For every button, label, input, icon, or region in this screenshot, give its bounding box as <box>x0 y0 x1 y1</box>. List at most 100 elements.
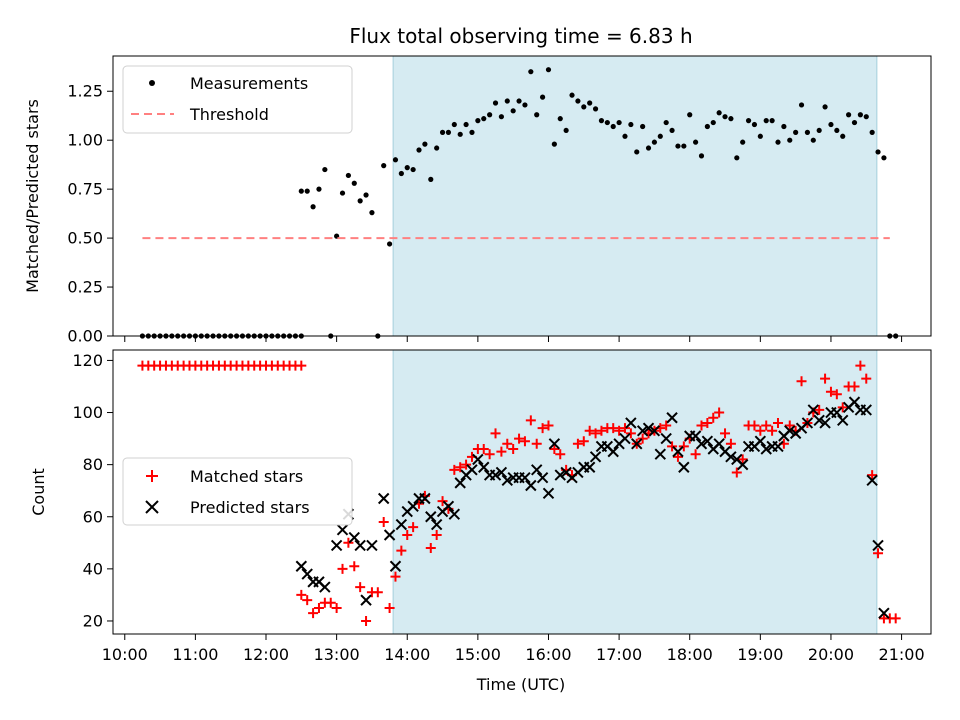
matched-star-point <box>296 360 307 371</box>
y-tick-label: 40 <box>83 559 103 578</box>
top-y-ticks: 0.00 0.25 0.50 0.75 1.00 1.25 <box>67 82 113 346</box>
measurement-point <box>710 119 716 126</box>
measurement-point <box>728 116 734 122</box>
matched-star-point <box>349 561 360 572</box>
measurement-point <box>439 129 446 135</box>
matched-star-point <box>714 407 725 418</box>
measurement-point <box>551 141 557 147</box>
matched-star-point <box>637 433 648 444</box>
x-tick-label: 10:00 <box>102 645 148 664</box>
matched-star-point <box>384 602 395 613</box>
matched-star-point <box>784 420 795 431</box>
predicted-star-point <box>807 404 820 416</box>
predicted-star-point <box>454 477 466 489</box>
predicted-star-point <box>866 474 878 486</box>
measurement-point <box>722 114 728 120</box>
measurement-point <box>492 100 499 106</box>
matched-star-point <box>572 438 583 449</box>
predicted-star-point <box>860 404 872 416</box>
matched-star-point <box>678 441 689 452</box>
y-tick-label: 120 <box>72 351 103 370</box>
measurement-point <box>851 119 858 126</box>
measurement-point <box>798 102 805 108</box>
predicted-star-point <box>383 529 396 541</box>
predicted-star-point <box>801 417 814 429</box>
matched-star-point <box>355 582 366 593</box>
predicted-star-point <box>725 451 737 463</box>
measurement-point <box>369 210 375 216</box>
measurement-point <box>569 92 575 98</box>
y-tick-label: 80 <box>83 455 103 474</box>
bottom-series <box>137 360 901 626</box>
matched-star-point <box>337 563 348 574</box>
predicted-star-point <box>695 438 708 450</box>
measurement-point <box>840 133 846 139</box>
y-tick-label: 20 <box>83 611 103 630</box>
predicted-star-point <box>754 435 767 447</box>
matched-star-point <box>861 373 872 384</box>
measurement-point <box>557 116 563 122</box>
matched-star-point <box>490 428 501 439</box>
matched-star-point <box>596 425 607 436</box>
predicted-star-point <box>348 531 360 544</box>
measurement-point <box>422 141 428 147</box>
matched-star-point <box>608 423 619 434</box>
matched-star-point <box>408 522 419 533</box>
matched-star-point <box>731 467 742 478</box>
y-tick-label: 0.00 <box>67 327 103 346</box>
measurement-point <box>769 118 775 124</box>
legend-measurements: Measurements <box>190 74 308 93</box>
predicted-star-point <box>419 492 431 505</box>
top-axes: 0.00 0.25 0.50 0.75 1.00 1.25 Matched/Predict… <box>23 55 932 346</box>
measurement-point <box>434 145 440 151</box>
predicted-star-point <box>813 414 825 427</box>
measurement-point <box>457 131 463 137</box>
x-tick-label: 21:00 <box>879 645 925 664</box>
predicted-star-point <box>642 422 655 434</box>
measurement-point <box>763 118 769 124</box>
predicted-star-point <box>330 539 343 552</box>
predicted-star-point <box>713 438 725 450</box>
matched-star-point <box>831 389 842 400</box>
matched-star-point <box>302 595 313 606</box>
measurement-point <box>392 157 399 163</box>
y-tick-label: 0.75 <box>67 180 103 199</box>
predicted-star-point <box>589 451 602 463</box>
matched-star-point <box>614 425 625 436</box>
measurement-point <box>351 180 357 186</box>
matched-star-point <box>496 446 507 457</box>
predicted-star-point <box>736 458 749 471</box>
measurement-point <box>545 67 552 73</box>
measurement-point <box>598 118 605 124</box>
matched-star-point <box>296 589 307 600</box>
bottom-axes-frame <box>112 349 932 635</box>
matched-star-point <box>431 529 442 540</box>
measurement-point <box>810 137 816 143</box>
predicted-star-point <box>519 471 531 484</box>
y-tick-label: 100 <box>72 403 103 422</box>
predicted-star-point <box>495 466 508 479</box>
matched-star-point <box>890 613 901 624</box>
measurement-point <box>698 153 705 159</box>
measurement-point <box>381 163 387 169</box>
measurement-point <box>339 190 346 196</box>
predicted-star-point <box>619 432 631 445</box>
predicted-star-point <box>301 568 313 580</box>
matched-star-point <box>549 444 560 455</box>
measurement-point <box>539 94 546 100</box>
predicted-star-point <box>837 414 849 427</box>
top-legend: Measurements Threshold <box>122 65 353 134</box>
x-tick-label: 17:00 <box>596 645 642 664</box>
predicted-star-point <box>542 487 555 500</box>
measurement-point <box>716 110 722 116</box>
measurement-point <box>622 133 628 139</box>
matched-star-point <box>519 436 530 447</box>
matched-star-point <box>531 438 542 449</box>
matched-star-point <box>343 537 354 548</box>
matched-star-point <box>755 425 766 436</box>
measurement-point <box>304 188 310 194</box>
measurement-point <box>581 104 587 110</box>
measurement-point <box>445 129 452 135</box>
x-tick-label: 14:00 <box>384 645 430 664</box>
measurement-point <box>740 139 746 145</box>
